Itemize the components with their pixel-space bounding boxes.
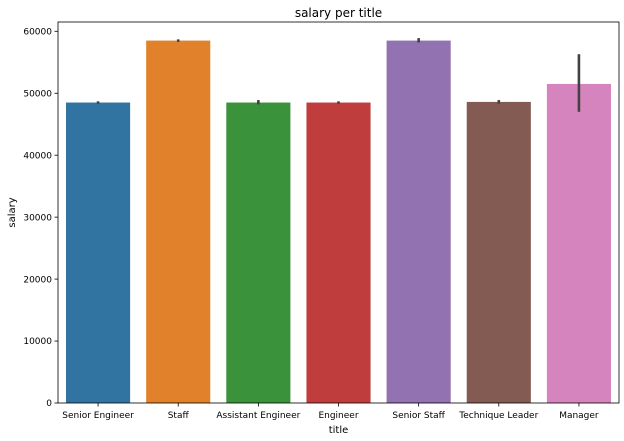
bar-0 (66, 102, 131, 403)
bar-2 (226, 102, 291, 403)
plot-frame (57, 21, 620, 404)
bar-4 (386, 40, 451, 404)
chart-title: salary per title (295, 6, 382, 20)
x-tick-label-2: Assistant Engineer (216, 411, 300, 421)
x-axis: Senior Engineer Staff Assistant Engineer En… (62, 403, 599, 421)
y-tick-label-2: 20000 (23, 275, 52, 285)
y-axis: 0 10000 20000 30000 40000 50000 60000 (23, 27, 58, 409)
x-tick-label-0: Senior Engineer (62, 411, 134, 421)
y-tick-label-3: 30000 (23, 213, 52, 223)
y-tick-label-6: 60000 (23, 27, 52, 37)
x-tick-label-1: Staff (168, 411, 190, 421)
bar-5 (466, 101, 531, 403)
x-tick-label-6: Manager (559, 411, 599, 421)
y-tick-label-5: 50000 (23, 89, 52, 99)
error-bars-group (96, 38, 581, 112)
bars-group (66, 40, 611, 404)
x-tick-label-4: Senior Staff (392, 411, 445, 421)
y-tick-label-0: 0 (46, 399, 52, 409)
bar-6 (546, 83, 611, 403)
x-axis-label: title (329, 425, 349, 436)
bar-1 (146, 40, 211, 404)
y-tick-label-1: 10000 (23, 337, 52, 347)
x-tick-label-3: Engineer (318, 411, 358, 421)
y-axis-label: salary (7, 197, 18, 227)
y-tick-label-4: 40000 (23, 151, 52, 161)
bar-3 (306, 102, 371, 403)
x-tick-label-5: Technique Leader (458, 411, 538, 421)
